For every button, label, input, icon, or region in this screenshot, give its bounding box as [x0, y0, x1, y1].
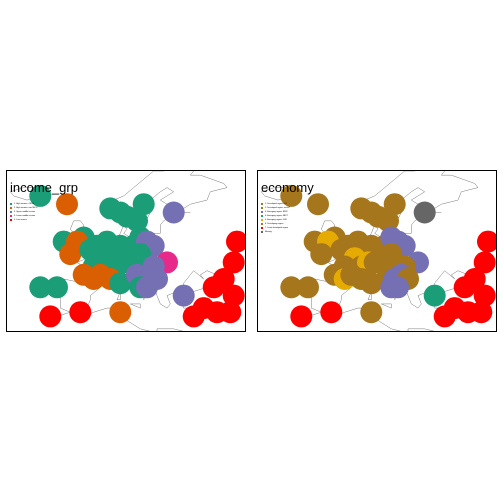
legend-entry: 1. High income: OECD	[10, 202, 38, 206]
legend-label: 1. Developed region: G7	[265, 203, 287, 205]
legend-income-grp: 1. High income: OECD 2. High income: nonO…	[10, 202, 38, 222]
country-bubble	[473, 284, 496, 307]
legend-label: 2. High income: nonOECD	[14, 207, 38, 209]
map-canvas-economy	[261, 171, 496, 331]
country-bubble	[310, 243, 333, 266]
legend-label: 5. Low income	[14, 219, 27, 221]
country-bubble	[59, 243, 82, 266]
country-bubble	[219, 301, 242, 324]
legend-entry: 2. High income: nonOECD	[10, 206, 38, 210]
country-bubble	[162, 201, 185, 224]
country-bubble	[470, 301, 493, 324]
country-bubble	[182, 305, 205, 328]
legend-entry: 5. Low income	[10, 218, 38, 222]
legend-label: 4. Lower middle income	[14, 215, 36, 217]
legend-swatch	[261, 219, 263, 221]
legend-entry: Missing	[261, 230, 290, 234]
legend-entry: 5. Emerging region: G20	[261, 218, 290, 222]
coastline	[367, 291, 372, 301]
country-bubble	[377, 209, 399, 232]
legend-label: 3. Emerging region: BRIC	[265, 211, 288, 213]
legend-label: 2. Developed region: nonG7	[265, 207, 291, 209]
country-bubble	[433, 305, 456, 328]
legend-swatch	[261, 203, 263, 205]
legend-label: Missing	[265, 231, 272, 233]
country-bubble	[387, 276, 409, 299]
legend-label: 6. Developing region	[265, 223, 284, 225]
legend-swatch	[10, 207, 12, 209]
country-bubble	[172, 284, 195, 307]
country-bubble	[477, 230, 496, 253]
country-bubble	[46, 276, 68, 299]
country-bubble	[109, 301, 132, 324]
legend-swatch	[10, 219, 12, 221]
legend-swatch	[10, 215, 12, 217]
country-bubble	[320, 301, 343, 324]
legend-swatch	[261, 207, 263, 209]
country-bubble	[383, 193, 406, 216]
country-bubble	[56, 193, 78, 216]
legend-entry: 4. Emerging region: MIKT	[261, 214, 290, 218]
legend-entry: 4. Lower middle income	[10, 214, 38, 218]
country-bubble	[222, 251, 245, 274]
map-panel-income-grp: income_grp 1. High income: OECD 2. High i…	[6, 170, 246, 332]
map-panel-economy: economy 1. Developed region: G7 2. Develo…	[257, 170, 497, 332]
coastline	[130, 303, 141, 309]
legend-swatch	[261, 215, 263, 217]
country-bubble	[202, 276, 225, 299]
country-bubble	[473, 251, 496, 274]
legend-entry: 2. Developed region: nonG7	[261, 206, 290, 210]
legend-swatch	[261, 227, 263, 229]
panel-title-income-grp: income_grp	[10, 180, 78, 195]
legend-label: 1. High income: OECD	[14, 203, 35, 205]
country-bubble	[360, 272, 383, 295]
legend-entry: 1. Developed region: G7	[261, 202, 290, 206]
country-bubble	[226, 230, 245, 253]
country-bubble	[307, 193, 329, 216]
legend-swatch	[261, 231, 263, 233]
country-bubble	[69, 301, 92, 324]
legend-swatch	[261, 211, 263, 213]
country-bubble	[290, 305, 313, 328]
legend-entry: 7. Least developed region	[261, 226, 290, 230]
country-bubble	[280, 276, 303, 299]
country-bubble	[413, 201, 436, 224]
country-bubble	[126, 209, 148, 232]
country-bubble	[453, 276, 476, 299]
panel-title-economy: economy	[261, 180, 314, 195]
country-bubble	[132, 193, 155, 216]
country-bubble	[29, 184, 52, 207]
legend-entry: 3. Upper middle income	[10, 210, 38, 214]
country-bubble	[29, 276, 52, 299]
country-bubble	[423, 284, 446, 307]
legend-label: 5. Emerging region: G20	[265, 219, 287, 221]
legend-economy: 1. Developed region: G7 2. Developed regi…	[261, 202, 290, 234]
legend-label: 3. Upper middle income	[14, 211, 36, 213]
legend-swatch	[10, 211, 12, 213]
country-bubble	[360, 301, 383, 324]
legend-entry: 3. Emerging region: BRIC	[261, 210, 290, 214]
legend-swatch	[261, 223, 263, 225]
country-bubble	[297, 276, 319, 299]
country-bubble	[39, 305, 62, 328]
country-bubble	[109, 272, 132, 295]
legend-label: 4. Emerging region: MIKT	[265, 215, 288, 217]
country-bubble	[222, 284, 245, 307]
legend-label: 7. Least developed region	[265, 227, 289, 229]
coastline	[381, 303, 392, 309]
country-bubble	[280, 184, 303, 207]
legend-entry: 6. Developing region	[261, 222, 290, 226]
legend-swatch	[10, 203, 12, 205]
map-canvas-income-grp	[10, 171, 245, 331]
coastline	[116, 291, 121, 301]
country-bubble	[136, 276, 158, 299]
